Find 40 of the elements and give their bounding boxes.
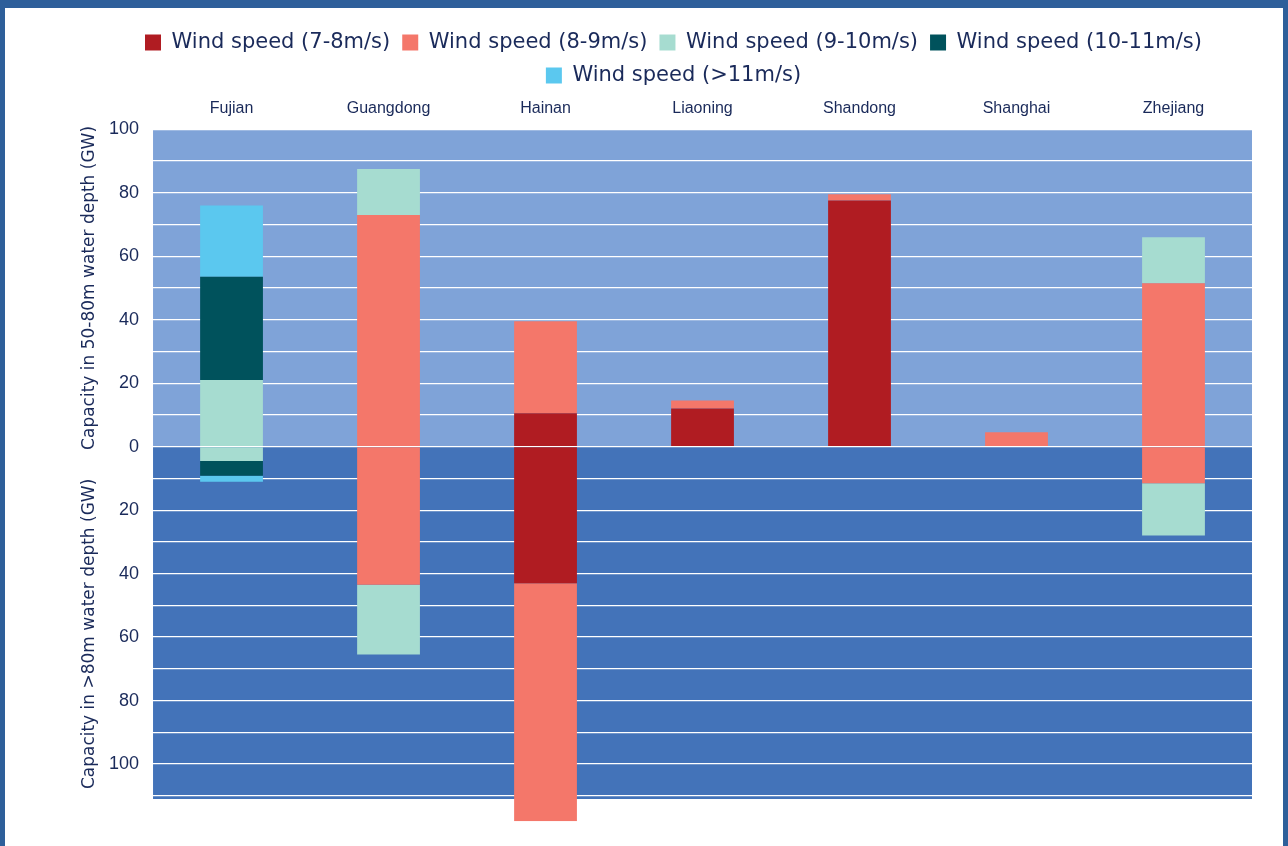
y-tick-label: 80	[119, 181, 140, 202]
bar	[1142, 483, 1205, 536]
y-tick-label: 60	[119, 626, 140, 647]
bar	[828, 200, 891, 447]
x-tick-label: Hainan	[520, 99, 571, 117]
y-tick-label: 40	[119, 308, 140, 329]
bar	[671, 400, 734, 409]
bar	[514, 583, 577, 822]
bar	[985, 432, 1048, 447]
y-tick-label: 60	[119, 245, 140, 266]
bar	[200, 475, 263, 482]
bar	[200, 460, 263, 476]
legend-label: Wind speed (8-9m/s)	[428, 28, 648, 53]
legend-label: Wind speed (10-11m/s)	[956, 28, 1202, 53]
legend-label: Wind speed (>11m/s)	[572, 61, 802, 86]
x-tick-label: Liaoning	[672, 99, 733, 117]
bar	[828, 194, 891, 201]
legend-label: Wind speed (7-8m/s)	[171, 28, 391, 53]
bar	[200, 205, 263, 277]
y-tick-label: 100	[108, 118, 140, 139]
bar	[1142, 237, 1205, 284]
bar	[357, 584, 420, 655]
y-tick-label: 0	[129, 435, 140, 456]
x-tick-label: Zhejiang	[1142, 99, 1205, 117]
bar	[514, 321, 577, 414]
bar	[200, 276, 263, 380]
y-tick-label: 40	[119, 562, 140, 583]
bar	[671, 408, 734, 447]
x-tick-label: Shanghai	[982, 99, 1051, 117]
y-axis-title: Capacity in 50-80m water depth (GW)	[78, 125, 99, 450]
x-tick-label: Fujian	[209, 99, 254, 117]
legend-label: Wind speed (9-10m/s)	[685, 28, 919, 53]
x-tick-label: Guangdong	[346, 99, 431, 117]
y-tick-label: 80	[119, 689, 140, 710]
y-tick-label: 20	[119, 499, 140, 520]
bar	[357, 168, 420, 215]
text: Capacity in >80m water depth (GW)	[78, 478, 99, 790]
x-tick-label: Shandong	[823, 99, 896, 117]
y-tick-label: 20	[119, 372, 140, 393]
y-tick-label: 100	[108, 753, 140, 774]
